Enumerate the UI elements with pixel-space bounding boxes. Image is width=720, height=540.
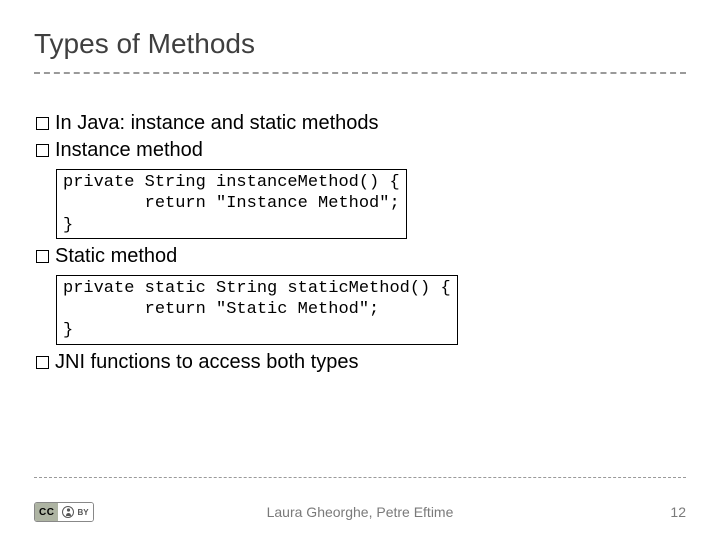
cc-icon: CC <box>35 503 58 521</box>
slide: Types of Methods In Java: instance and s… <box>0 0 720 540</box>
cc-by-icon: BY <box>58 503 92 521</box>
bullet-text: Instance method <box>55 139 203 162</box>
bullet-item: JNI functions to access both types <box>36 351 686 374</box>
slide-title: Types of Methods <box>34 28 686 70</box>
bullet-text: In Java: instance and static methods <box>55 112 379 135</box>
square-bullet-icon <box>36 250 49 263</box>
code-block-static: private static String staticMethod() { r… <box>56 275 458 345</box>
slide-content: In Java: instance and static methods Ins… <box>36 112 686 374</box>
cc-by-label: BY <box>77 508 88 517</box>
square-bullet-icon <box>36 144 49 157</box>
bullet-item: Instance method <box>36 139 686 162</box>
code-block-instance: private String instanceMethod() { return… <box>56 169 407 239</box>
bullet-item: Static method <box>36 245 686 268</box>
bullet-item: In Java: instance and static methods <box>36 112 686 135</box>
square-bullet-icon <box>36 356 49 369</box>
footer: CC BY Laura Gheorghe, Petre Eftime 12 <box>34 502 686 522</box>
title-divider <box>34 72 686 74</box>
cc-by-badge: CC BY <box>34 502 94 522</box>
square-bullet-icon <box>36 117 49 130</box>
page-number: 12 <box>670 504 686 520</box>
person-icon <box>62 506 74 518</box>
bullet-text: Static method <box>55 245 177 268</box>
footer-divider <box>34 477 686 478</box>
bullet-text: JNI functions to access both types <box>55 351 359 374</box>
footer-authors: Laura Gheorghe, Petre Eftime <box>267 504 454 520</box>
